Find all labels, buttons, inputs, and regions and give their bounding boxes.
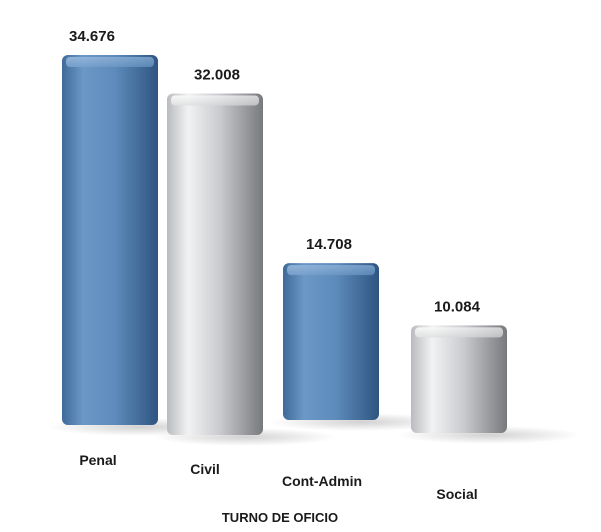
bar-cont-admin — [283, 263, 379, 420]
category-label: Cont-Admin — [282, 473, 362, 489]
value-label: 34.676 — [69, 28, 115, 45]
category-label: Social — [436, 486, 477, 502]
category-label: Civil — [190, 461, 220, 477]
bar-social — [411, 325, 507, 433]
value-label: 10.084 — [434, 298, 481, 315]
value-label: 32.008 — [194, 66, 240, 83]
bar-top-cap — [171, 95, 259, 106]
bar-civil — [167, 93, 263, 435]
value-label: 14.708 — [306, 236, 352, 253]
category-label: Penal — [79, 452, 116, 468]
bar-top-cap — [415, 327, 503, 338]
bar-top-cap — [66, 57, 154, 67]
bar-penal — [62, 55, 158, 425]
bar-top-cap — [287, 265, 375, 276]
x-axis-title: TURNO DE OFICIO — [222, 510, 338, 525]
